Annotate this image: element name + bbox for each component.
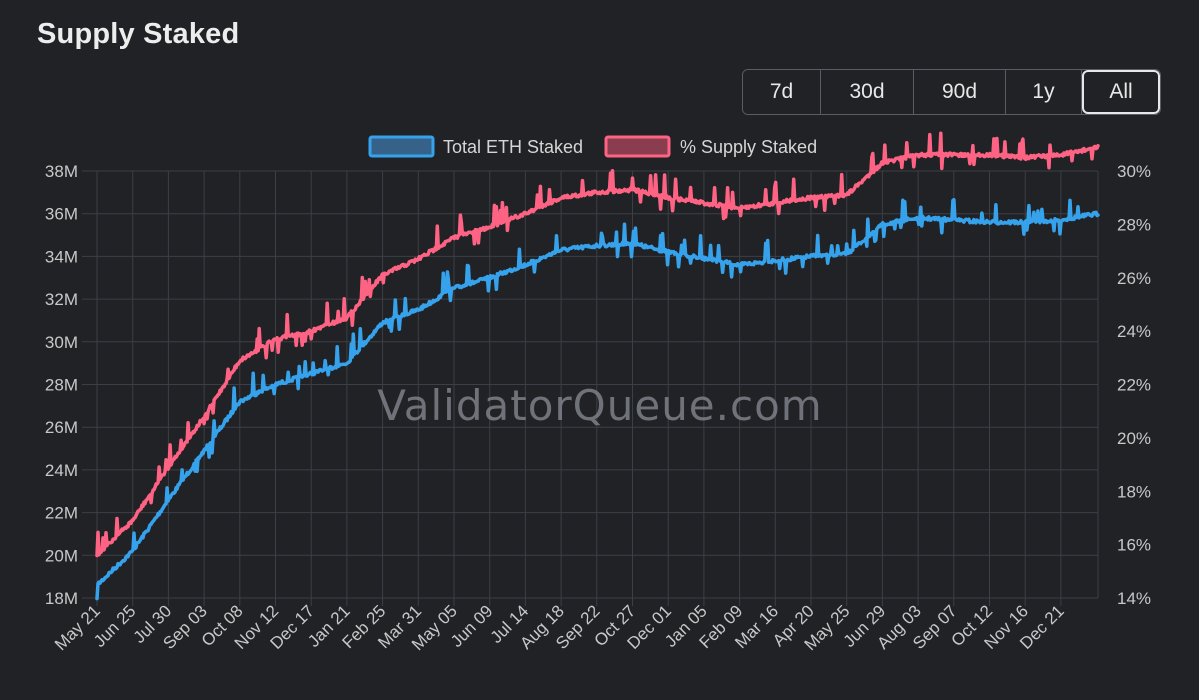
y-right-tick-label: 18% [1117,482,1151,501]
series-line-total-eth-staked [95,197,1100,601]
legend-label-eth: Total ETH Staked [443,137,583,157]
y-left-tick-label: 24M [45,461,78,480]
x-tick-label: May 21 [51,601,104,654]
y-left-tick-label: 28M [45,376,78,395]
chart-series [95,131,1100,601]
y-right-tick-label: 16% [1117,536,1151,555]
range-button-7d[interactable]: 7d [743,70,821,114]
y-right-tick-label: 22% [1117,376,1151,395]
right-y-axis: 14% 16% 18% 20% 22% 24% 26% 28% 30% [1117,162,1151,608]
y-left-tick-label: 36M [45,205,78,224]
y-right-tick-label: 20% [1117,429,1151,448]
legend-swatch-pct [604,135,671,158]
watermark: ValidatorQueue.com [377,381,822,430]
y-right-tick-label: 26% [1117,269,1151,288]
y-right-tick-label: 28% [1117,215,1151,234]
y-left-tick-label: 20M [45,546,78,565]
y-right-tick-label: 24% [1117,322,1151,341]
y-left-tick-label: 18M [45,589,78,608]
range-button-30d[interactable]: 30d [821,70,914,114]
y-left-tick-label: 22M [45,504,78,523]
y-right-tick-label: 14% [1117,589,1151,608]
time-range-selector: 7d 30d 90d 1y All [742,69,1161,115]
y-left-tick-label: 38M [45,162,78,181]
legend-label-pct: % Supply Staked [680,137,817,157]
range-button-90d[interactable]: 90d [914,70,1006,114]
legend-item-eth[interactable]: Total ETH Staked [368,135,583,158]
series-line-pct-supply-staked [95,131,1100,558]
y-left-tick-label: 26M [45,418,78,437]
y-right-tick-label: 30% [1117,162,1151,181]
legend-item-pct[interactable]: % Supply Staked [604,135,817,158]
range-button-1y[interactable]: 1y [1006,70,1082,114]
y-left-tick-label: 32M [45,290,78,309]
range-button-all[interactable]: All [1082,70,1160,114]
page-title: Supply Staked [37,18,240,50]
chart-legend: Total ETH Staked % Supply Staked [368,135,817,158]
y-left-tick-label: 30M [45,333,78,352]
y-left-tick-label: 34M [45,247,78,266]
left-y-axis: 18M 20M 22M 24M 26M 28M 30M 32M 34M 36M 38M [45,162,78,608]
legend-swatch-eth [368,135,435,158]
